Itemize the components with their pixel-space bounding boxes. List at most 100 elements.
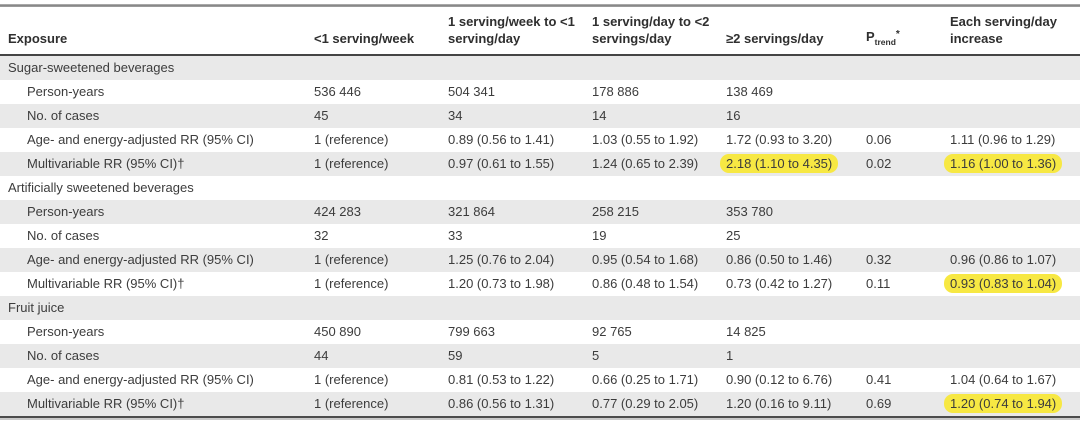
table-bottom-rule <box>0 417 1080 420</box>
row-label: Multivariable RR (95% CI)† <box>27 155 185 171</box>
cell-value: 59 <box>448 347 463 363</box>
highlighted-value: 1.20 (0.74 to 1.94) <box>944 393 1063 413</box>
cell-value: 14 825 <box>726 323 766 339</box>
table-row: Person-years 424 283 321 864 258 215 353 780 <box>0 199 1080 224</box>
table-row: Multivariable RR (95% CI)† 1 (reference) 1… <box>0 272 1080 296</box>
cell-value: 1.03 (0.55 to 1.92) <box>592 131 699 147</box>
cell-value: 1 (reference) <box>314 371 389 387</box>
cell-value: 25 <box>726 227 741 243</box>
cell-value <box>866 344 950 368</box>
cell-value: 0.89 (0.56 to 1.41) <box>448 131 555 147</box>
cell-value: 1 (reference) <box>314 275 389 291</box>
row-label: Person-years <box>27 83 105 99</box>
cell-value: 2.18 (1.10 to 4.35) <box>720 152 866 176</box>
beverage-risk-table: Exposure <1 serving/week 1 serving/week to… <box>0 7 1080 418</box>
highlighted-value: 0.93 (0.83 to 1.04) <box>944 273 1063 293</box>
cell-value: 19 <box>592 227 607 243</box>
row-label: Person-years <box>27 203 105 219</box>
table-row: Person-years 450 890 799 663 92 765 14 825 <box>0 320 1080 344</box>
table-header-row: Exposure <1 serving/week 1 serving/week to… <box>0 7 1080 56</box>
cell-value: 0.66 (0.25 to 1.71) <box>592 371 699 387</box>
row-label: Age- and energy-adjusted RR (95% CI) <box>27 251 254 267</box>
cell-value <box>866 104 950 128</box>
cell-value: 0.02 <box>866 155 892 171</box>
cell-value: 0.73 (0.42 to 1.27) <box>726 275 833 291</box>
cell-value: 33 <box>448 227 463 243</box>
cell-value <box>866 320 950 344</box>
cell-value: 0.86 (0.56 to 1.31) <box>448 395 555 411</box>
column-header-6: Each serving/day increase <box>950 7 1080 56</box>
highlighted-value: 2.18 (1.10 to 4.35) <box>720 153 839 173</box>
cell-value: 5 <box>592 347 600 363</box>
column-header-4: ≥2 servings/day <box>726 7 866 56</box>
column-header-5: Ptrend* <box>866 7 950 56</box>
cell-value: 34 <box>448 107 463 123</box>
cell-value: 1 (reference) <box>314 131 389 147</box>
table-row: Multivariable RR (95% CI)† 1 (reference) 0… <box>0 151 1080 176</box>
cell-value: 0.86 (0.50 to 1.46) <box>726 251 833 267</box>
cell-value: 0.96 (0.86 to 1.07) <box>950 251 1057 267</box>
section-row: Artificially sweetened beverages <box>0 176 1080 200</box>
column-header-3: 1 serving/day to <2 servings/day <box>592 7 726 56</box>
cell-value <box>950 320 1080 344</box>
row-label: No. of cases <box>27 347 100 363</box>
cell-value: 0.32 <box>866 251 892 267</box>
cell-value: 0.11 <box>866 275 891 291</box>
cell-value: 1.04 (0.64 to 1.67) <box>950 371 1057 387</box>
row-label: Multivariable RR (95% CI)† <box>27 275 185 291</box>
table-row: Person-years 536 446 504 341 178 886 138 469 <box>0 80 1080 104</box>
row-label: Person-years <box>27 323 105 339</box>
cell-value: 321 864 <box>448 203 495 219</box>
cell-value: 1.72 (0.93 to 3.20) <box>726 131 833 147</box>
row-label: Multivariable RR (95% CI)† <box>27 395 185 411</box>
cell-value: 1 <box>726 347 734 363</box>
cell-value: 92 765 <box>592 323 632 339</box>
cell-value: 0.81 (0.53 to 1.22) <box>448 371 555 387</box>
cell-value: 1 (reference) <box>314 251 389 267</box>
column-header-0: Exposure <box>0 7 314 56</box>
highlighted-value: 1.16 (1.00 to 1.36) <box>944 153 1063 173</box>
row-label: Age- and energy-adjusted RR (95% CI) <box>27 371 254 387</box>
cell-value <box>950 104 1080 128</box>
cell-value: 0.95 (0.54 to 1.68) <box>592 251 699 267</box>
cell-value: 799 663 <box>448 323 495 339</box>
cell-value <box>950 80 1080 104</box>
table-row: Age- and energy-adjusted RR (95% CI) 1 (r… <box>0 128 1080 152</box>
cell-value <box>866 224 950 248</box>
cell-value: 32 <box>314 227 329 243</box>
cell-value: 0.06 <box>866 131 892 147</box>
cell-value <box>866 80 950 104</box>
cell-value: 1.25 (0.76 to 2.04) <box>448 251 555 267</box>
cell-value <box>950 224 1080 248</box>
section-row: Sugar-sweetened beverages <box>0 54 1080 80</box>
section-title: Artificially sweetened beverages <box>8 179 194 195</box>
cell-value: 45 <box>314 107 329 123</box>
section-title: Fruit juice <box>8 299 65 315</box>
cell-value: 0.93 (0.83 to 1.04) <box>944 272 1080 296</box>
table-row: No. of cases 45 34 14 16 <box>0 103 1080 128</box>
cell-value: 0.86 (0.48 to 1.54) <box>592 275 699 291</box>
row-label: Age- and energy-adjusted RR (95% CI) <box>27 131 254 147</box>
cell-value: 1.24 (0.65 to 2.39) <box>592 155 699 171</box>
cell-value: 0.41 <box>866 371 892 387</box>
table-row: No. of cases 44 59 5 1 <box>0 343 1080 368</box>
section-title: Sugar-sweetened beverages <box>8 59 175 75</box>
row-label: No. of cases <box>27 227 100 243</box>
cell-value: 1.16 (1.00 to 1.36) <box>944 152 1080 176</box>
cell-value <box>950 344 1080 368</box>
cell-value: 0.97 (0.61 to 1.55) <box>448 155 555 171</box>
cell-value: 1 (reference) <box>314 395 389 411</box>
table-row: No. of cases 32 33 19 25 <box>0 224 1080 248</box>
cell-value: 1.20 (0.73 to 1.98) <box>448 275 555 291</box>
cell-value <box>866 200 950 224</box>
cell-value: 0.69 <box>866 395 892 411</box>
table-row: Multivariable RR (95% CI)† 1 (reference) 0… <box>0 391 1080 417</box>
cell-value: 178 886 <box>592 83 639 99</box>
cell-value: 0.77 (0.29 to 2.05) <box>592 395 699 411</box>
cell-value: 258 215 <box>592 203 639 219</box>
cell-value: 450 890 <box>314 323 361 339</box>
table-row: Age- and energy-adjusted RR (95% CI) 1 (r… <box>0 247 1080 272</box>
table-top-rule <box>0 4 1080 7</box>
cell-value: 16 <box>726 107 741 123</box>
